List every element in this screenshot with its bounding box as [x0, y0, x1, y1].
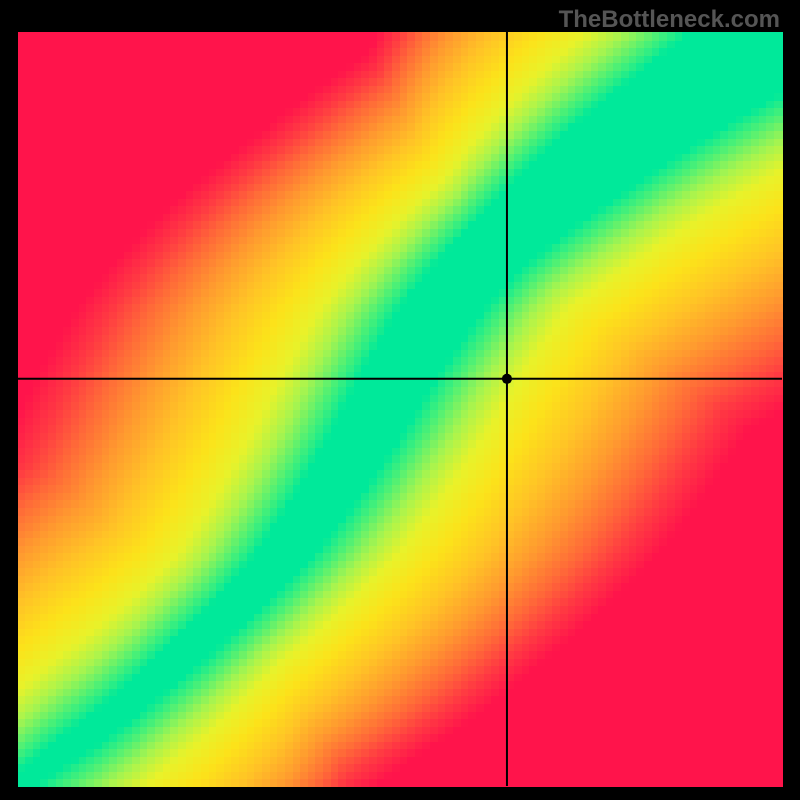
bottleneck-heatmap — [0, 0, 800, 800]
watermark-text: TheBottleneck.com — [559, 6, 780, 34]
